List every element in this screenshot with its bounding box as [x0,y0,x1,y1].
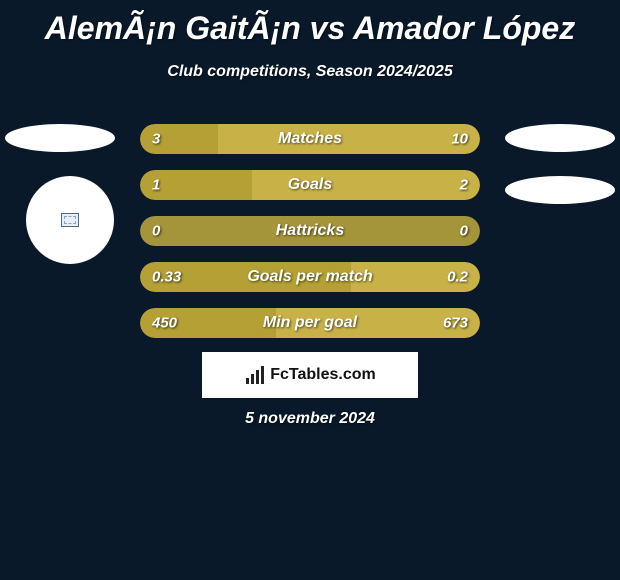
stat-bar: 00Hattricks [140,216,480,246]
stat-label: Goals [140,176,480,194]
bar-chart-icon [244,366,264,384]
image-placeholder-icon [61,213,79,227]
branding-text: FcTables.com [270,366,376,384]
stat-bar: 0.330.2Goals per match [140,262,480,292]
date-text: 5 november 2024 [0,410,620,428]
player1-badge-oval [5,124,115,152]
subtitle: Club competitions, Season 2024/2025 [0,63,620,81]
stat-bar: 450673Min per goal [140,308,480,338]
comparison-bars: 310Matches 12Goals 00Hattricks 0.330.2Goals… [140,124,480,354]
player2-badge-oval-2 [505,176,615,204]
page-title: AlemÃ¡n GaitÃ¡n vs Amador López [0,0,620,47]
branding-box: FcTables.com [202,352,418,398]
stat-label: Hattricks [140,222,480,240]
stat-label: Goals per match [140,268,480,286]
stat-label: Min per goal [140,314,480,332]
stat-label: Matches [140,130,480,148]
player1-photo-placeholder [26,176,114,264]
stat-bar: 12Goals [140,170,480,200]
player2-badge-oval-1 [505,124,615,152]
stat-bar: 310Matches [140,124,480,154]
